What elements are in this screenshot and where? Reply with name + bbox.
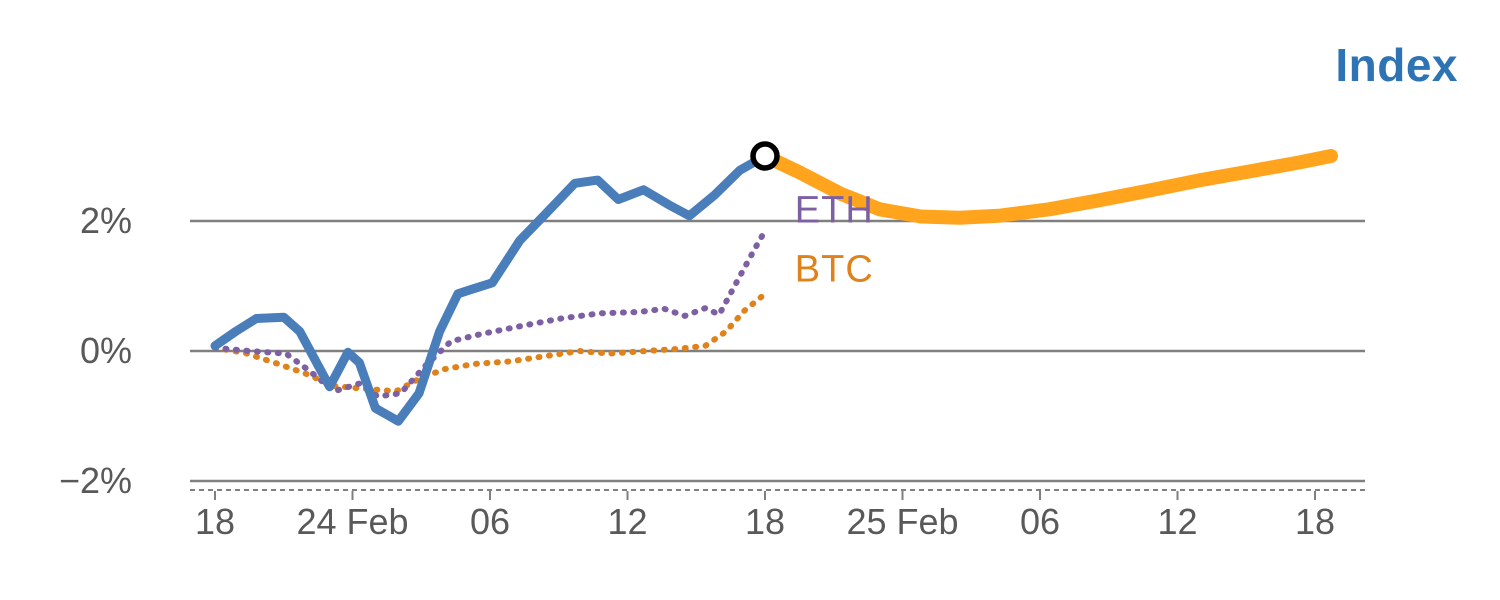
btc-series-label: BTC [794,248,874,291]
x-axis-tick-label: 18 [745,501,785,542]
x-axis-tick-label: 06 [1020,501,1060,542]
eth-series-label: ETH [794,189,874,232]
y-axis-tick-label: 0% [80,330,132,371]
x-axis-tick-label: 12 [607,501,647,542]
x-axis-tick-label: 06 [470,501,510,542]
series-line-btc [212,292,766,395]
x-axis-tick-label: 18 [195,501,235,542]
chart-title: Index [1335,39,1458,91]
y-axis-tick-label: −2% [59,460,132,501]
x-axis-tick-label: 18 [1295,501,1335,542]
series-line-index-forecast [758,149,1338,225]
series-line-index [210,151,770,426]
x-axis-tick-label: 12 [1157,501,1197,542]
current-point-marker [750,141,780,171]
x-axis-tick-label: 24 Feb [296,501,408,542]
x-axis-tick-label: 25 Feb [846,501,958,542]
y-axis-tick-label: 2% [80,200,132,241]
